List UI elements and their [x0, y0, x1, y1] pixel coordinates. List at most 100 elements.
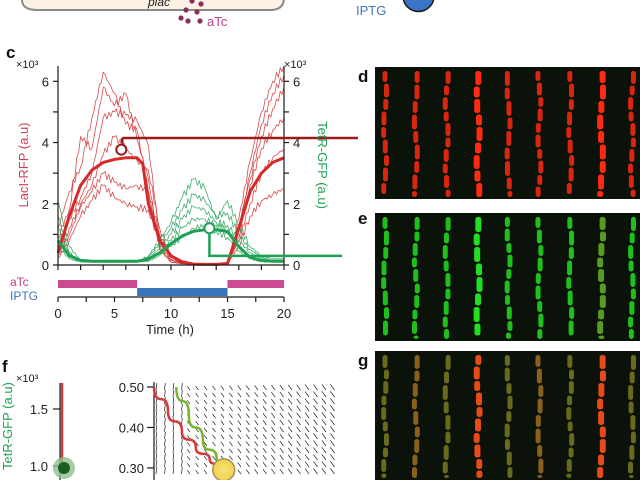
- gfp-snapshot-marker: [203, 222, 216, 235]
- vector-field-arrow: [195, 399, 199, 405]
- vector-field-arrow: [212, 455, 216, 461]
- vector-field-arrow: [155, 439, 158, 447]
- vector-field-arrow: [172, 460, 175, 468]
- cell: [382, 167, 388, 182]
- vector-field-arrow: [212, 399, 216, 405]
- vector-field-arrow: [229, 427, 233, 433]
- cell: [566, 459, 572, 472]
- vector-field-arrow: [237, 420, 242, 426]
- vector-field-arrow: [245, 399, 250, 405]
- vector-field-arrow: [245, 392, 250, 398]
- vector-field-arrow: [262, 391, 267, 398]
- vector-field-arrow: [155, 453, 158, 461]
- cell: [382, 139, 388, 154]
- cell: [535, 186, 541, 197]
- vector-field-arrow: [237, 434, 242, 440]
- vector-field-arrow: [229, 406, 233, 412]
- cell: [383, 247, 389, 259]
- cell: [599, 231, 606, 242]
- x-tick-label: 20: [277, 306, 291, 321]
- cell: [443, 445, 449, 460]
- vector-field-arrow: [279, 426, 284, 433]
- cell: [567, 260, 573, 276]
- vector-field-arrow: [155, 425, 158, 433]
- cell: [475, 142, 482, 154]
- vector-field-arrow: [321, 440, 327, 447]
- vector-field-arrow: [212, 420, 216, 426]
- atc-bar: [227, 280, 284, 288]
- cell: [535, 415, 541, 427]
- vector-field-arrow: [203, 469, 208, 475]
- vector-field-arrow: [279, 461, 284, 468]
- cell: [504, 161, 510, 176]
- cell: [442, 245, 448, 259]
- iptg-bar: [137, 288, 228, 296]
- vector-field-arrow: [220, 448, 225, 454]
- vector-field-arrow: [279, 412, 284, 419]
- cell: [383, 83, 389, 98]
- vector-field-arrow: [164, 425, 166, 433]
- y-tick-label-left: 0: [42, 258, 49, 273]
- vector-field-arrow: [155, 467, 158, 475]
- vector-field-arrow: [271, 419, 276, 426]
- cell: [444, 85, 450, 96]
- vector-field-arrow: [287, 426, 293, 433]
- cell: [597, 257, 604, 268]
- vector-field-arrow: [313, 426, 318, 433]
- vector-field-arrow: [245, 469, 250, 475]
- vector-field-arrow: [237, 427, 242, 433]
- vector-field-arrow: [254, 385, 259, 391]
- vector-field-arrow: [330, 405, 335, 412]
- vector-field-arrow: [321, 454, 327, 461]
- cell: [599, 426, 606, 438]
- cell: [506, 451, 512, 466]
- y-tick-label-right: 0: [293, 258, 300, 273]
- cell: [535, 71, 541, 81]
- vector-field-arrow: [271, 405, 276, 412]
- vector-field-arrow: [155, 460, 158, 468]
- vector-field-arrow: [237, 441, 242, 447]
- vector-field-arrow: [164, 404, 166, 412]
- vector-field-arrow: [330, 412, 335, 419]
- vector-field-arrow: [212, 385, 216, 391]
- vector-field-arrow: [304, 461, 310, 468]
- cell: [628, 97, 634, 110]
- vector-field-arrow: [212, 434, 216, 440]
- vector-field-arrow: [155, 404, 158, 412]
- rfp-snapshot-marker: [115, 143, 128, 156]
- vector-field-arrow: [172, 383, 175, 391]
- cell: [445, 355, 451, 370]
- cell: [445, 431, 451, 444]
- vector-field-arrow: [313, 433, 318, 440]
- cell: [476, 277, 483, 292]
- cell: [443, 111, 449, 122]
- cell: [443, 260, 449, 272]
- vector-field-arrow: [271, 440, 276, 447]
- vector-field-arrow: [187, 449, 191, 454]
- cell: [628, 316, 634, 328]
- vector-field-arrow: [237, 455, 242, 461]
- cell: [473, 433, 480, 443]
- vector-field-arrow: [271, 426, 276, 433]
- y-scale-right: ×10³: [284, 59, 307, 71]
- cell: [504, 147, 510, 160]
- vector-field-arrow: [287, 412, 293, 419]
- cell: [476, 470, 483, 478]
- cell: [476, 407, 483, 417]
- vector-field-arrow: [164, 411, 166, 419]
- cell: [628, 175, 634, 188]
- vector-field-arrow: [262, 461, 267, 468]
- vector-field-arrow: [330, 447, 335, 454]
- vector-field-arrow: [203, 399, 208, 405]
- vector-field-arrow: [279, 384, 284, 391]
- cell: [599, 84, 606, 100]
- cell: [567, 421, 573, 432]
- cell: [597, 191, 604, 197]
- vector-field-arrow: [279, 468, 284, 475]
- vector-field-arrow: [203, 455, 208, 461]
- cell: [599, 71, 606, 83]
- vector-field-arrow: [279, 405, 284, 412]
- vector-field-arrow: [262, 433, 267, 440]
- cell: [628, 385, 634, 400]
- vector-field-arrow: [212, 392, 216, 398]
